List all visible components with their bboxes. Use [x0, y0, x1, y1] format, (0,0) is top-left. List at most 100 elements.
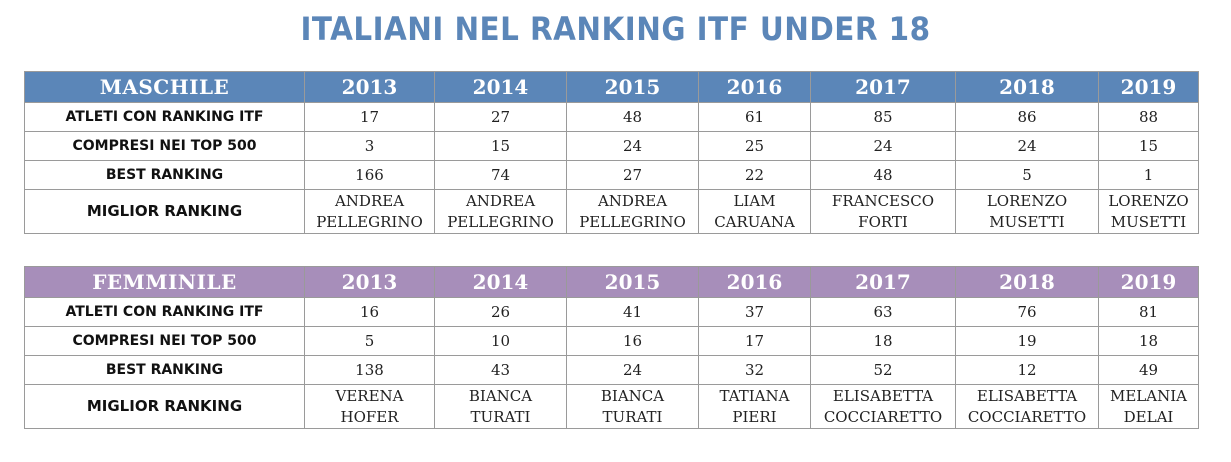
row-label: MIGLIOR RANKING [24, 384, 305, 429]
table-cell: 15 [434, 131, 567, 161]
year-header: 2015 [566, 71, 699, 103]
player-name-line: ANDREA [597, 191, 668, 210]
player-name-line: MELANIA [1110, 386, 1187, 405]
player-name-line: MUSETTI [989, 212, 1065, 231]
year-header: 2018 [955, 71, 1099, 103]
player-name-line: COCCIARETTO [967, 407, 1087, 426]
table-row: ATLETI CON RANKING ITF 16 26 41 37 63 76 81 [24, 297, 1199, 327]
table-row: COMPRESI NEI TOP 500 3 15 24 25 24 24 15 [24, 131, 1199, 161]
table-cell: 32 [698, 355, 811, 385]
table-cell: 10 [434, 326, 567, 356]
table-cell: 26 [434, 297, 567, 327]
table-cell: 5 [304, 326, 435, 356]
table-cell: 61 [698, 102, 811, 132]
player-name-line: DELAI [1123, 407, 1174, 426]
table-cell: MELANIA DELAI [1098, 384, 1199, 429]
table-cell: 16 [304, 297, 435, 327]
row-label: BEST RANKING [24, 160, 305, 190]
player-name-line: LORENZO [986, 191, 1068, 210]
table-cell: 48 [810, 160, 956, 190]
table-cell: BIANCA TURATI [434, 384, 567, 429]
table-cell: 17 [304, 102, 435, 132]
player-name-line: ELISABETTA [976, 386, 1078, 405]
player-name-line: PELLEGRINO [316, 212, 423, 231]
row-label: MIGLIOR RANKING [24, 189, 305, 234]
player-name-line: ELISABETTA [832, 386, 934, 405]
year-header: 2014 [434, 71, 567, 103]
player-name-line: TURATI [602, 407, 663, 426]
table-cell: 63 [810, 297, 956, 327]
table-cell: 27 [434, 102, 567, 132]
table-cell: 12 [955, 355, 1099, 385]
table-cell: 81 [1098, 297, 1199, 327]
player-name-line: CARUANA [714, 212, 795, 231]
table-cell: 138 [304, 355, 435, 385]
table-cell: 76 [955, 297, 1099, 327]
table-cell: 49 [1098, 355, 1199, 385]
chart-title: ITALIANI NEL RANKING ITF UNDER 18 [300, 10, 931, 48]
table-cell: 88 [1098, 102, 1199, 132]
table-cell: 1 [1098, 160, 1199, 190]
table-cell: 166 [304, 160, 435, 190]
table-cell: 19 [955, 326, 1099, 356]
table-cell: 86 [955, 102, 1099, 132]
section-label: MASCHILE [24, 71, 305, 103]
player-name-line: COCCIARETTO [823, 407, 943, 426]
table-cell: LIAM CARUANA [698, 189, 811, 234]
player-name-line: TURATI [470, 407, 531, 426]
year-header: 2014 [434, 266, 567, 298]
table-row: COMPRESI NEI TOP 500 5 10 16 17 18 19 18 [24, 326, 1199, 356]
table-cell: ANDREA PELLEGRINO [434, 189, 567, 234]
row-label: ATLETI CON RANKING ITF [24, 102, 305, 132]
table-cell: 24 [566, 355, 699, 385]
year-header: 2017 [810, 71, 956, 103]
table-cell: ELISABETTA COCCIARETTO [955, 384, 1099, 429]
player-name-line: PELLEGRINO [447, 212, 554, 231]
header-row: MASCHILE 2013 2014 2015 2016 2017 2018 2019 [24, 71, 1199, 103]
table-row: BEST RANKING 166 74 27 22 48 5 1 [24, 160, 1199, 190]
player-name-line: FRANCESCO [831, 191, 935, 210]
player-name-line: LIAM [733, 191, 776, 210]
table-cell: 24 [955, 131, 1099, 161]
table-row: ATLETI CON RANKING ITF 17 27 48 61 85 86 88 [24, 102, 1199, 132]
table-cell: 24 [810, 131, 956, 161]
table-cell: LORENZO MUSETTI [955, 189, 1099, 234]
player-name-line: PIERI [732, 407, 777, 426]
table-cell: 74 [434, 160, 567, 190]
table-cell: ELISABETTA COCCIARETTO [810, 384, 956, 429]
row-label: COMPRESI NEI TOP 500 [24, 131, 305, 161]
player-name-line: PELLEGRINO [579, 212, 686, 231]
player-name-line: TATIANA [719, 386, 790, 405]
maschile-table: MASCHILE 2013 2014 2015 2016 2017 2018 2019 ATL… [24, 71, 1199, 234]
table-body: ATLETI CON RANKING ITF 17 27 48 61 85 86 88 COMP… [24, 102, 1199, 234]
year-header: 2013 [304, 71, 435, 103]
header-row: FEMMINILE 2013 2014 2015 2016 2017 2018 2019 [24, 266, 1199, 298]
year-header: 2017 [810, 266, 956, 298]
table-cell: 18 [1098, 326, 1199, 356]
player-name-line: ANDREA [334, 191, 405, 210]
table-row: BEST RANKING 138 43 24 32 52 12 49 [24, 355, 1199, 385]
table-cell: 17 [698, 326, 811, 356]
table-cell: VERENA HOFER [304, 384, 435, 429]
player-name-line: LORENZO [1108, 191, 1189, 210]
row-label: COMPRESI NEI TOP 500 [24, 326, 305, 356]
table-cell: 24 [566, 131, 699, 161]
table-cell: BIANCA TURATI [566, 384, 699, 429]
table-cell: 41 [566, 297, 699, 327]
year-header: 2018 [955, 266, 1099, 298]
table-cell: 52 [810, 355, 956, 385]
femminile-table: FEMMINILE 2013 2014 2015 2016 2017 2018 2019 AT… [24, 266, 1199, 429]
year-header: 2019 [1098, 71, 1199, 103]
table-cell: 16 [566, 326, 699, 356]
table-cell: 37 [698, 297, 811, 327]
table-cell: 5 [955, 160, 1099, 190]
year-header: 2015 [566, 266, 699, 298]
table-cell: ANDREA PELLEGRINO [566, 189, 699, 234]
year-header: 2013 [304, 266, 435, 298]
table-cell: 85 [810, 102, 956, 132]
table-body: ATLETI CON RANKING ITF 16 26 41 37 63 76 81 COMP… [24, 297, 1199, 429]
table-cell: TATIANA PIERI [698, 384, 811, 429]
player-name-line: BIANCA [600, 386, 665, 405]
table-row: MIGLIOR RANKING ANDREA PELLEGRINO ANDREA PEL… [24, 189, 1199, 234]
year-header: 2016 [698, 71, 811, 103]
